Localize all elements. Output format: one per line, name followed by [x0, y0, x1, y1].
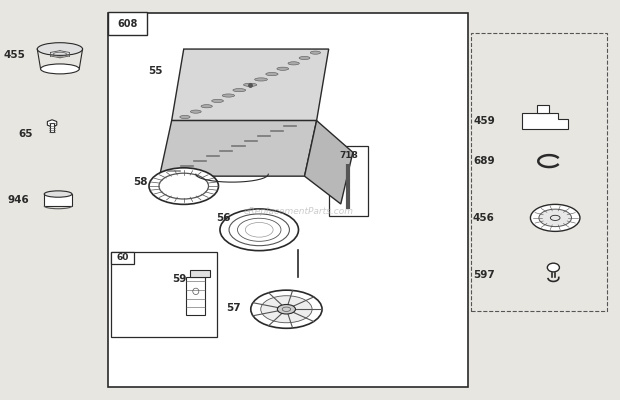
Bar [471, 33, 606, 311]
Text: 456: 456 [473, 213, 495, 223]
Polygon shape [522, 113, 569, 128]
Ellipse shape [255, 78, 267, 81]
Ellipse shape [190, 110, 202, 113]
Ellipse shape [266, 72, 278, 76]
Ellipse shape [531, 204, 580, 231]
Text: 58: 58 [133, 177, 148, 187]
Ellipse shape [233, 88, 246, 92]
Polygon shape [304, 120, 353, 204]
Bar [50, 123, 54, 132]
Bar [108, 12, 148, 35]
Ellipse shape [223, 94, 234, 97]
Ellipse shape [237, 218, 281, 241]
Ellipse shape [244, 83, 257, 86]
Text: 946: 946 [8, 195, 30, 205]
Ellipse shape [37, 43, 82, 56]
Text: 59: 59 [172, 274, 187, 284]
Text: 56: 56 [216, 213, 231, 223]
Text: 60: 60 [117, 253, 129, 262]
Bar [537, 106, 549, 113]
Bar [111, 252, 217, 337]
Text: 718: 718 [339, 151, 358, 160]
Ellipse shape [40, 64, 79, 74]
Text: 55: 55 [148, 66, 162, 76]
Ellipse shape [250, 290, 322, 328]
Ellipse shape [539, 209, 572, 227]
Ellipse shape [44, 191, 72, 197]
Bar [329, 146, 368, 216]
Text: 597: 597 [473, 270, 495, 280]
Bar [111, 252, 134, 264]
Ellipse shape [310, 51, 321, 54]
Text: 459: 459 [473, 116, 495, 126]
Ellipse shape [201, 105, 212, 108]
Ellipse shape [547, 263, 559, 272]
Ellipse shape [246, 222, 273, 237]
Polygon shape [172, 49, 329, 120]
Ellipse shape [159, 173, 208, 199]
Polygon shape [47, 120, 57, 127]
Ellipse shape [277, 67, 289, 70]
Ellipse shape [211, 99, 223, 102]
Text: eReplacementParts.com: eReplacementParts.com [244, 208, 353, 216]
Ellipse shape [299, 56, 310, 60]
Bar [108, 13, 467, 387]
Bar [185, 278, 205, 315]
Text: 455: 455 [4, 50, 25, 60]
Ellipse shape [277, 304, 296, 314]
Text: 57: 57 [226, 303, 241, 313]
Bar [190, 270, 210, 278]
Ellipse shape [180, 115, 190, 118]
Ellipse shape [288, 62, 299, 65]
Text: 608: 608 [118, 19, 138, 29]
Polygon shape [159, 120, 317, 176]
Ellipse shape [229, 214, 290, 246]
Ellipse shape [261, 296, 312, 323]
Bar [44, 194, 72, 206]
Ellipse shape [220, 209, 298, 251]
Ellipse shape [149, 168, 218, 204]
Text: 65: 65 [18, 130, 33, 140]
Text: 689: 689 [473, 156, 495, 166]
